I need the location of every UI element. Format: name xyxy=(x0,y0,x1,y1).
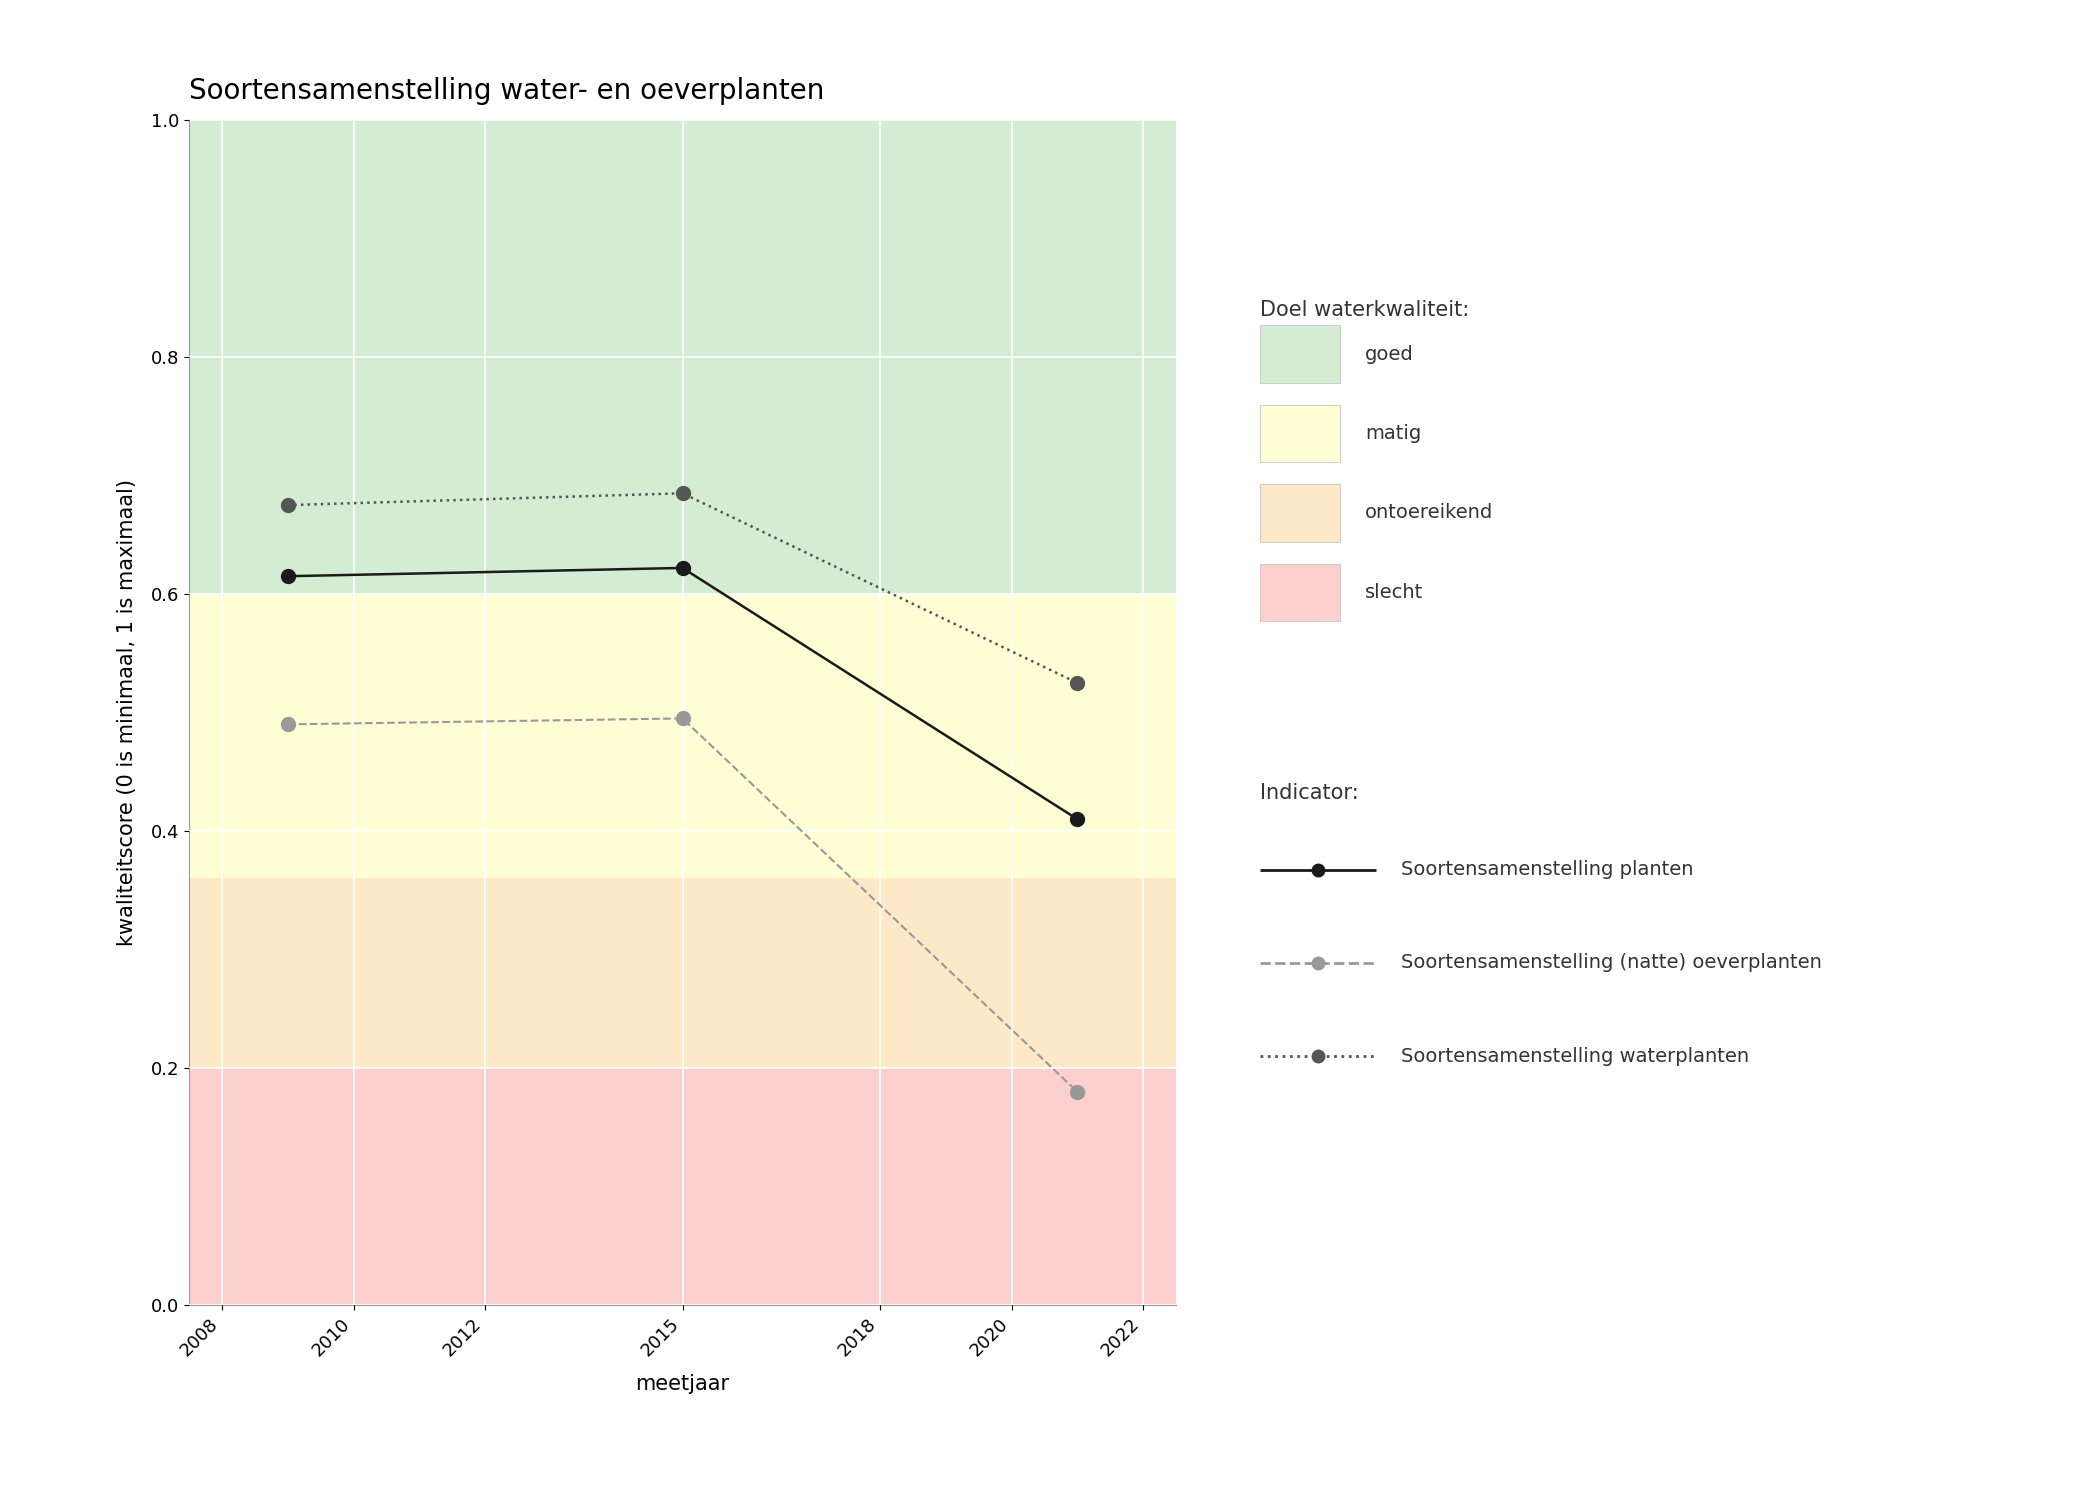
Text: Doel waterkwaliteit:: Doel waterkwaliteit: xyxy=(1260,300,1470,320)
Text: Soortensamenstelling planten: Soortensamenstelling planten xyxy=(1401,861,1693,879)
Bar xyxy=(189,594,1176,879)
Text: Soortensamenstelling water- en oeverplanten: Soortensamenstelling water- en oeverplan… xyxy=(189,76,825,105)
Bar xyxy=(189,120,1176,594)
X-axis label: meetjaar: meetjaar xyxy=(636,1374,729,1394)
Text: Soortensamenstelling waterplanten: Soortensamenstelling waterplanten xyxy=(1401,1047,1749,1065)
Y-axis label: kwaliteitscore (0 is minimaal, 1 is maximaal): kwaliteitscore (0 is minimaal, 1 is maxi… xyxy=(118,478,136,946)
Bar xyxy=(189,879,1176,1068)
Text: ontoereikend: ontoereikend xyxy=(1365,504,1493,522)
Text: goed: goed xyxy=(1365,345,1413,363)
Bar xyxy=(189,1068,1176,1305)
Text: slecht: slecht xyxy=(1365,584,1424,602)
Text: matig: matig xyxy=(1365,424,1422,442)
Text: Indicator:: Indicator: xyxy=(1260,783,1359,802)
Text: Soortensamenstelling (natte) oeverplanten: Soortensamenstelling (natte) oeverplante… xyxy=(1401,954,1821,972)
